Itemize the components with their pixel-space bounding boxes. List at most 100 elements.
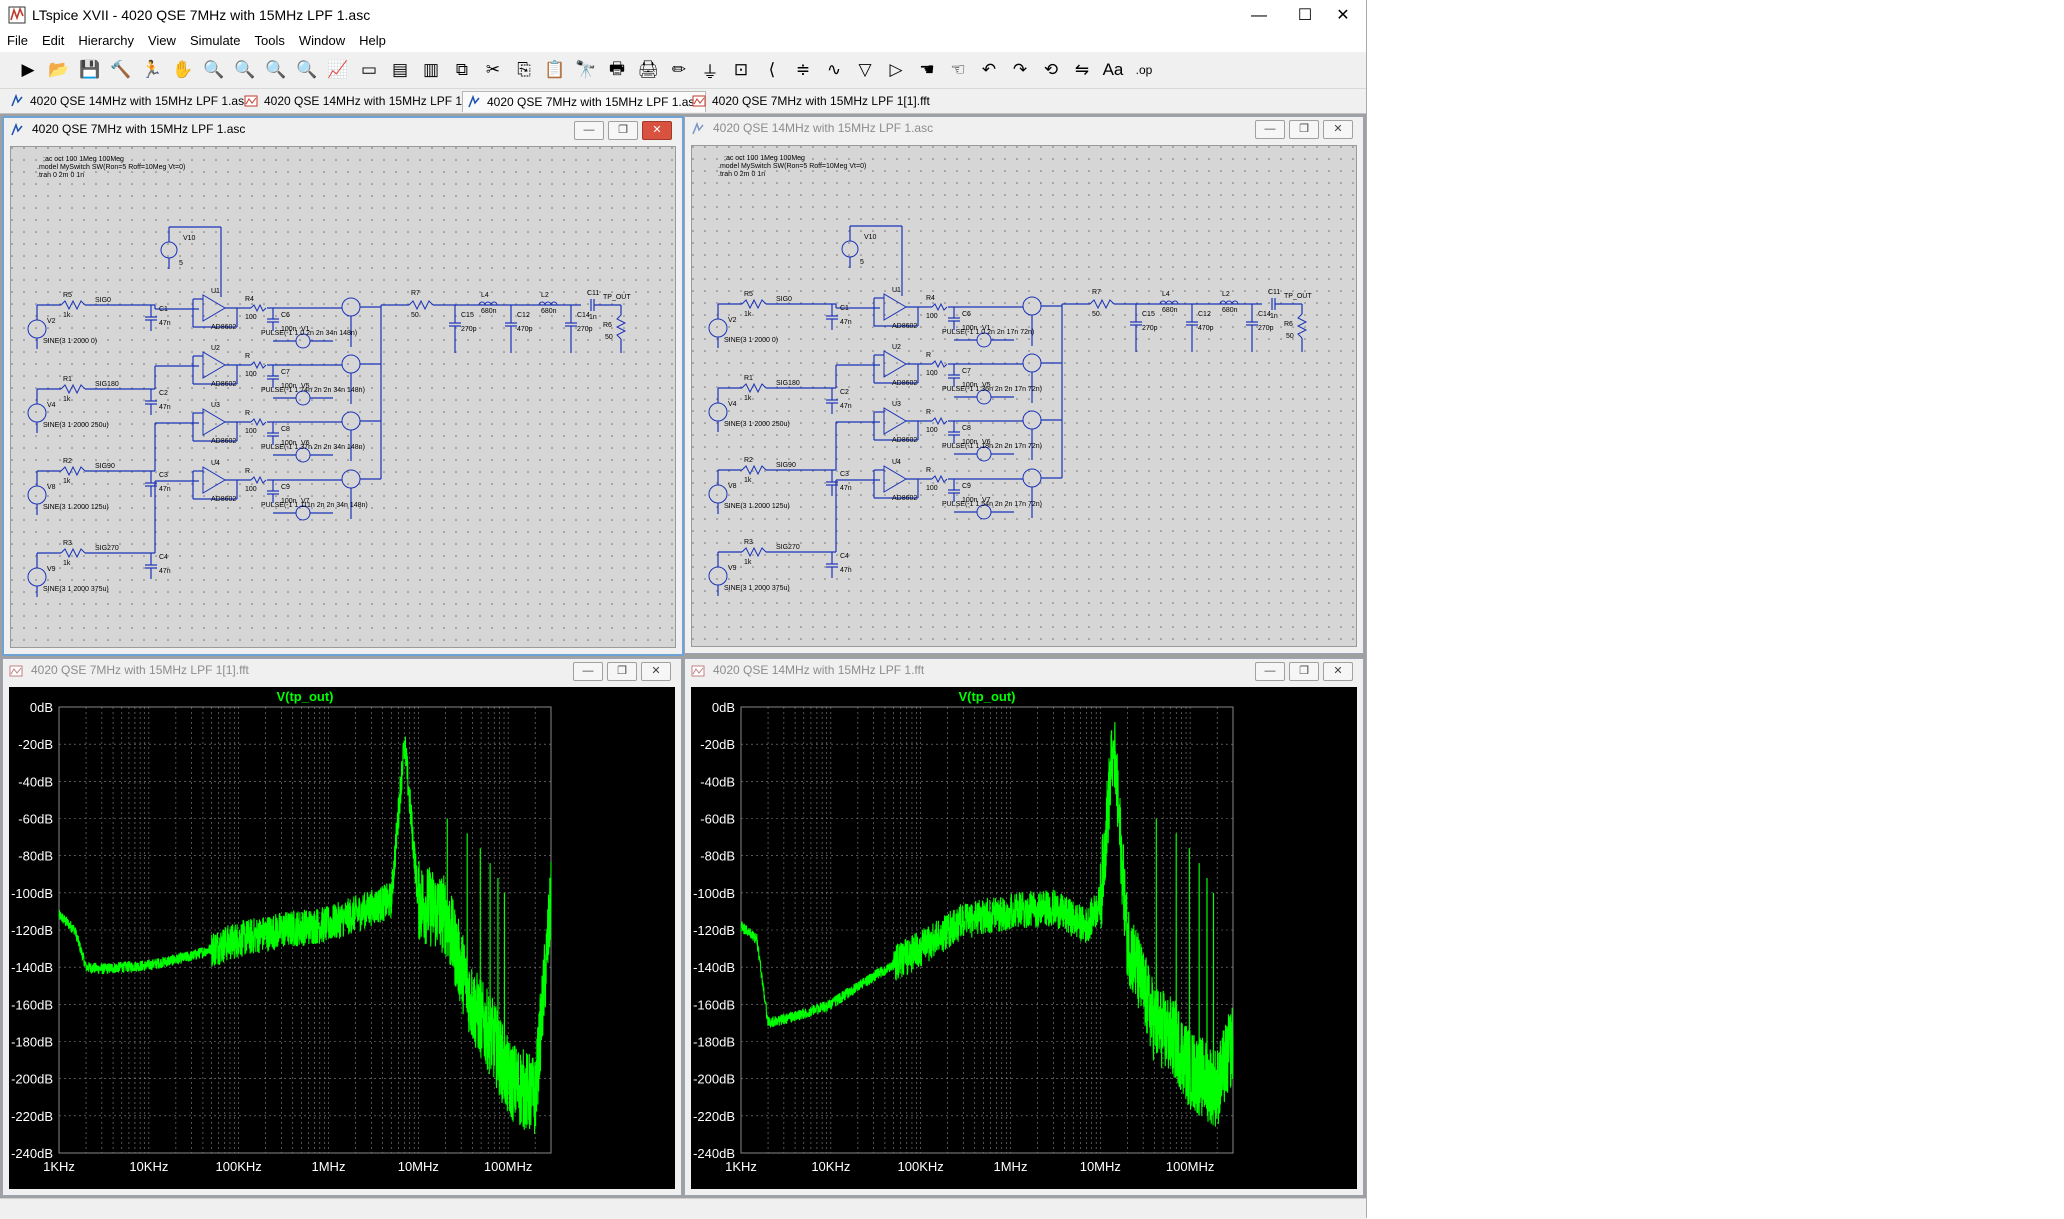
open-folder-icon[interactable]: 📂 bbox=[48, 60, 70, 79]
rotate-icon[interactable]: ⟲ bbox=[1043, 60, 1059, 79]
cap-value: 100n bbox=[962, 325, 978, 332]
component-icon[interactable]: ▷ bbox=[889, 60, 903, 79]
mirror-icon[interactable]: ⇋ bbox=[1074, 60, 1090, 79]
text-icon[interactable]: Aa bbox=[1102, 60, 1124, 79]
drag-icon[interactable]: ☜ bbox=[950, 60, 966, 79]
zoom-in-icon[interactable]: 🔍 bbox=[203, 60, 225, 79]
undo-icon[interactable]: ↶ bbox=[981, 60, 997, 79]
filter-cap-label: C14 bbox=[577, 312, 590, 319]
opamp-label: U3 bbox=[892, 401, 901, 408]
source-spec: SINE(3 1 2000 375u) bbox=[724, 585, 790, 592]
y-tick-label: -140dB bbox=[693, 960, 735, 975]
resistor-label: R2 bbox=[63, 458, 72, 465]
child-minimize-button[interactable]: — bbox=[574, 121, 604, 140]
opamp-label: U1 bbox=[892, 287, 901, 294]
resistor-icon[interactable]: ⟨ bbox=[768, 60, 776, 79]
resistor-value: 1k bbox=[63, 478, 71, 485]
tab-14mhz-fft[interactable]: 4020 QSE 14MHz with 15MHz LPF 1.fft bbox=[240, 91, 484, 111]
cap-value: 47n bbox=[159, 320, 171, 327]
waveform-window-7mhz[interactable]: 4020 QSE 7MHz with 15MHz LPF 1[1].fft — … bbox=[2, 658, 682, 1196]
child-close-button[interactable]: ✕ bbox=[642, 121, 672, 140]
capacitor-icon[interactable]: ≑ bbox=[795, 60, 811, 79]
tab-14mhz-asc[interactable]: 4020 QSE 14MHz with 15MHz LPF 1.asc bbox=[6, 91, 256, 111]
waveform-window-14mhz[interactable]: 4020 QSE 14MHz with 15MHz LPF 1.fft — ❐ … bbox=[684, 658, 1364, 1196]
child-close-button[interactable]: ✕ bbox=[1323, 662, 1353, 681]
print-setup-icon[interactable]: 🖶 bbox=[608, 58, 626, 78]
pan-icon[interactable]: 🔍 bbox=[234, 60, 256, 79]
close-button[interactable]: ✕ bbox=[1336, 7, 1350, 24]
child-minimize-button[interactable]: — bbox=[573, 662, 603, 681]
child-restore-button[interactable]: ❐ bbox=[607, 662, 637, 681]
menu-file[interactable]: File bbox=[7, 33, 28, 48]
menu-tools[interactable]: Tools bbox=[254, 33, 285, 48]
copy-icon[interactable]: ⎘ bbox=[517, 60, 531, 79]
tile-vertical-icon[interactable]: ▥ bbox=[422, 60, 440, 79]
c11-value: 1n bbox=[1270, 313, 1278, 320]
mdi-workspace: 4020 QSE 7MHz with 15MHz LPF 1.asc — ❐ ✕… bbox=[0, 114, 1366, 1198]
save-icon[interactable]: 💾 bbox=[79, 60, 101, 79]
tile-horizontal-icon[interactable]: ▤ bbox=[391, 60, 409, 79]
cap-value: 47n bbox=[840, 485, 852, 492]
label-net-icon[interactable]: ⊡ bbox=[733, 60, 749, 79]
spice-directive-icon[interactable]: .op bbox=[1135, 63, 1153, 77]
cap-value: 100n bbox=[281, 383, 297, 390]
opamp-label: U2 bbox=[211, 345, 220, 352]
menu-edit[interactable]: Edit bbox=[41, 33, 65, 48]
spur-lines bbox=[446, 818, 506, 1069]
menu-simulate[interactable]: Simulate bbox=[189, 33, 241, 48]
diode-icon[interactable]: ▽ bbox=[858, 60, 872, 79]
waveform-plot[interactable]: V(tp_out) 0dB -20dB -40dB -60dB -80dB -100dB -1… bbox=[9, 687, 675, 1189]
cap-value: 47n bbox=[840, 403, 852, 410]
minimize-button[interactable]: — bbox=[1251, 7, 1267, 24]
menu-window[interactable]: Window bbox=[298, 33, 346, 48]
redo-icon[interactable]: ↷ bbox=[1012, 60, 1028, 79]
menu-hierarchy[interactable]: Hierarchy bbox=[78, 33, 134, 48]
y-tick-label: 0dB bbox=[30, 700, 53, 715]
tab-7mhz-asc[interactable]: 4020 QSE 7MHz with 15MHz LPF 1.asc bbox=[462, 91, 706, 112]
child-close-button[interactable]: ✕ bbox=[1323, 120, 1353, 139]
child-minimize-button[interactable]: — bbox=[1255, 662, 1285, 681]
open-new-schematic-icon[interactable]: ▶ bbox=[21, 60, 35, 79]
child-close-button[interactable]: ✕ bbox=[641, 662, 671, 681]
find-icon[interactable]: 🔭 bbox=[575, 60, 597, 79]
zoom-full-icon[interactable]: 🔍 bbox=[265, 60, 287, 79]
run-icon[interactable]: 🏃 bbox=[141, 60, 163, 79]
r6-label: R6 bbox=[1284, 321, 1293, 328]
schematic-window-14mhz[interactable]: 4020 QSE 14MHz with 15MHz LPF 1.asc — ❐ … bbox=[684, 116, 1364, 654]
opamp-label: U2 bbox=[892, 344, 901, 351]
trace-label: V(tp_out) bbox=[276, 689, 333, 704]
y-tick-label: -220dB bbox=[693, 1109, 735, 1124]
schematic-window-7mhz[interactable]: 4020 QSE 7MHz with 15MHz LPF 1.asc — ❐ ✕… bbox=[2, 116, 684, 656]
paste-icon[interactable]: 📋 bbox=[544, 60, 566, 79]
child-restore-button[interactable]: ❐ bbox=[608, 121, 638, 140]
x-tick-label: 100KHz bbox=[216, 1159, 262, 1174]
waveform-plot[interactable]: V(tp_out) 0dB -20dB -40dB -60dB -80dB -100dB -1… bbox=[691, 687, 1357, 1189]
control-panel-icon[interactable]: 🔨 bbox=[110, 60, 132, 79]
filter-cap-value: 270p bbox=[1258, 325, 1274, 332]
child-restore-button[interactable]: ❐ bbox=[1289, 120, 1319, 139]
opamp-label: U4 bbox=[211, 460, 220, 467]
tab-label: 4020 QSE 14MHz with 15MHz LPF 1.asc bbox=[30, 94, 251, 108]
inductor-icon[interactable]: ∿ bbox=[826, 60, 842, 79]
ground-icon[interactable]: ⏚ bbox=[701, 62, 719, 82]
tab-7mhz-fft[interactable]: 4020 QSE 7MHz with 15MHz LPF 1[1].fft bbox=[688, 91, 936, 111]
cut-icon[interactable]: ✂ bbox=[485, 60, 501, 79]
cap-value: 100n bbox=[962, 439, 978, 446]
cap-label: C2 bbox=[840, 389, 849, 396]
menu-view[interactable]: View bbox=[147, 33, 176, 48]
schematic-canvas[interactable]: ;ac oct 100 1Meg 100Meg .model MySwitch S… bbox=[10, 146, 676, 648]
child-restore-button[interactable]: ❐ bbox=[1289, 662, 1319, 681]
menu-help[interactable]: Help bbox=[359, 33, 386, 48]
source-spec: SINE(3 1 2000 375u) bbox=[43, 586, 109, 593]
cascade-icon[interactable]: ⧉ bbox=[455, 60, 469, 79]
draw-wire-icon[interactable]: ✏ bbox=[671, 60, 687, 79]
move-icon[interactable]: ☚ bbox=[919, 60, 935, 79]
schematic-canvas[interactable]: ;ac oct 100 1Meg 100Meg .model MySwitch S… bbox=[691, 145, 1357, 647]
zoom-out-icon[interactable]: 🔍 bbox=[296, 60, 318, 79]
print-icon[interactable]: 🖨 bbox=[637, 60, 659, 79]
autorange-icon[interactable]: 📈 bbox=[327, 60, 349, 79]
halt-icon[interactable]: ✋ bbox=[172, 60, 194, 79]
maximize-button[interactable]: ☐ bbox=[1297, 7, 1313, 24]
child-minimize-button[interactable]: — bbox=[1255, 120, 1285, 139]
cancel-icon[interactable]: ▭ bbox=[360, 60, 378, 79]
